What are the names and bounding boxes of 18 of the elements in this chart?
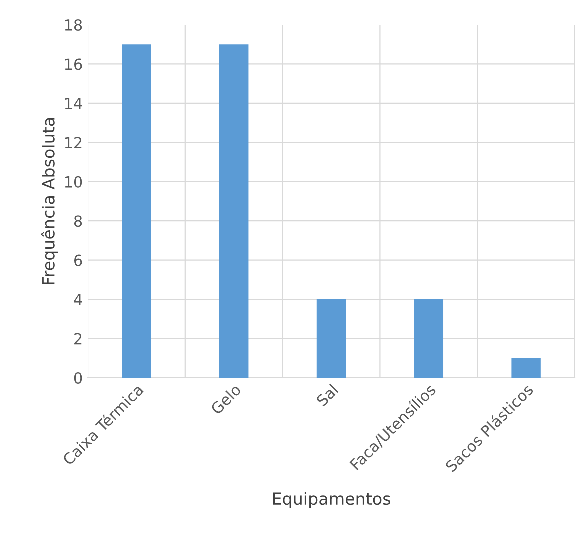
y-tick-label: 2: [74, 333, 82, 345]
y-tick-label: 4: [74, 294, 82, 306]
y-axis-title: Frequência Absoluta: [41, 118, 58, 284]
y-tick-label: 10: [65, 176, 82, 188]
y-tick-label: 8: [74, 216, 82, 228]
x-tick-label: Sal: [316, 384, 339, 407]
bar: [316, 300, 346, 378]
y-tick-label: 16: [65, 58, 82, 70]
bar: [122, 44, 152, 378]
bar: [512, 358, 541, 378]
y-tick-label: 0: [74, 372, 82, 384]
bar: [219, 44, 249, 378]
bar: [414, 300, 444, 378]
y-tick-label: 12: [65, 137, 82, 148]
y-tick-label: 18: [65, 19, 82, 32]
y-tick-label: 14: [65, 98, 82, 110]
x-axis-title: Equipamentos: [273, 492, 390, 508]
y-tick-label: 6: [74, 254, 82, 266]
